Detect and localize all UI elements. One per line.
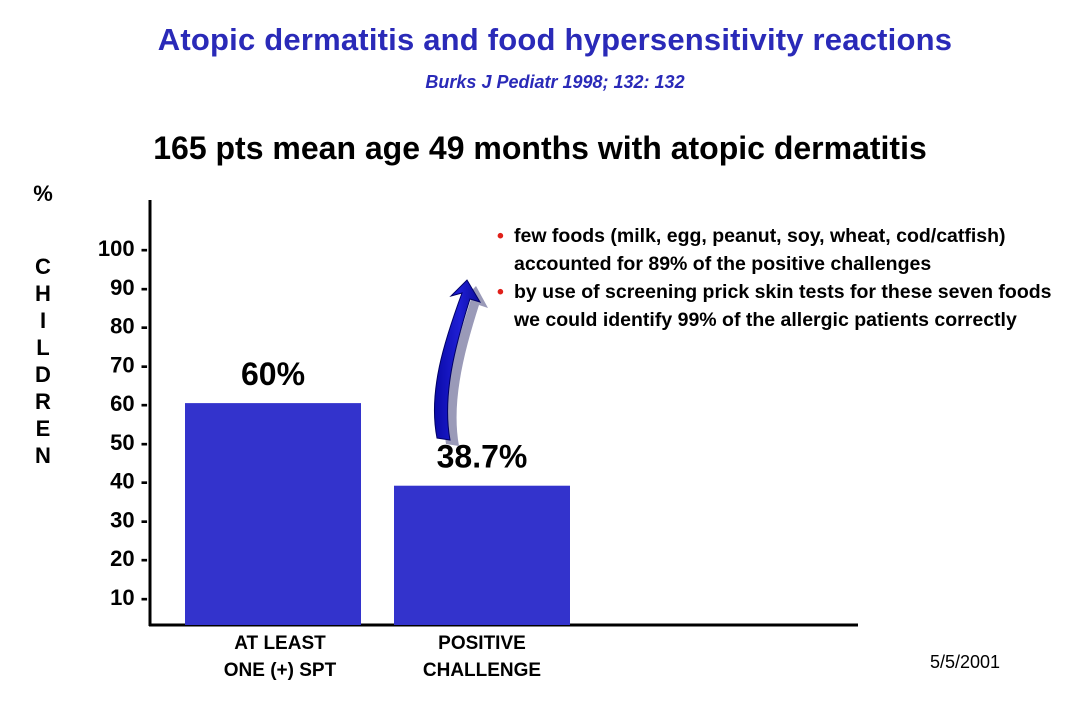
bar: [185, 403, 361, 625]
note-text: by use of screening prick skin tests for…: [514, 281, 1052, 331]
y-tick-label: 20 -: [110, 546, 148, 571]
y-tick-label: 80 -: [110, 314, 148, 339]
slide-subtitle: 165 pts mean age 49 months with atopic d…: [153, 130, 927, 166]
curved-arrow-icon: [433, 279, 488, 446]
note-item: • few foods (milk, egg, peanut, soy, whe…: [497, 222, 1057, 278]
y-tick-label: 10 -: [110, 585, 148, 610]
bar: [394, 485, 570, 625]
x-category-label: AT LEAST ONE (+) SPT: [170, 630, 390, 684]
y-tick-label: 100 -: [98, 236, 148, 261]
x-category-line: POSITIVE: [438, 633, 526, 654]
note-item: • by use of screening prick skin tests f…: [497, 278, 1057, 334]
citation: Burks J Pediatr 1998; 132: 132: [425, 72, 685, 92]
slide-title: Atopic dermatitis and food hypersensitiv…: [157, 22, 953, 57]
slide-date: 5/5/2001: [930, 652, 1001, 672]
bar-value-label: 60%: [241, 356, 305, 392]
x-category-line: CHALLENGE: [422, 660, 542, 681]
y-tick-label: 70 -: [110, 352, 148, 377]
y-tick-label: 30 -: [110, 507, 148, 532]
y-tick-label: 40 -: [110, 469, 148, 494]
bullet-icon: •: [497, 281, 504, 303]
note-text: few foods (milk, egg, peanut, soy, wheat…: [514, 225, 1006, 275]
y-axis-label: % C H I L D R E N: [28, 180, 58, 469]
y-tick-label: 60 -: [110, 391, 148, 416]
x-category-label: POSITIVE CHALLENGE: [372, 630, 592, 684]
y-tick-label: 90 -: [110, 275, 148, 300]
x-category-line: AT LEAST: [234, 633, 326, 654]
y-tick-label: 50 -: [110, 430, 148, 455]
y-axis-children: C H I L D R E N: [35, 254, 51, 468]
x-category-line: ONE (+) SPT: [223, 660, 337, 681]
y-axis-percent: %: [33, 181, 53, 206]
notes-list: • few foods (milk, egg, peanut, soy, whe…: [497, 222, 1057, 334]
bullet-icon: •: [497, 225, 504, 247]
